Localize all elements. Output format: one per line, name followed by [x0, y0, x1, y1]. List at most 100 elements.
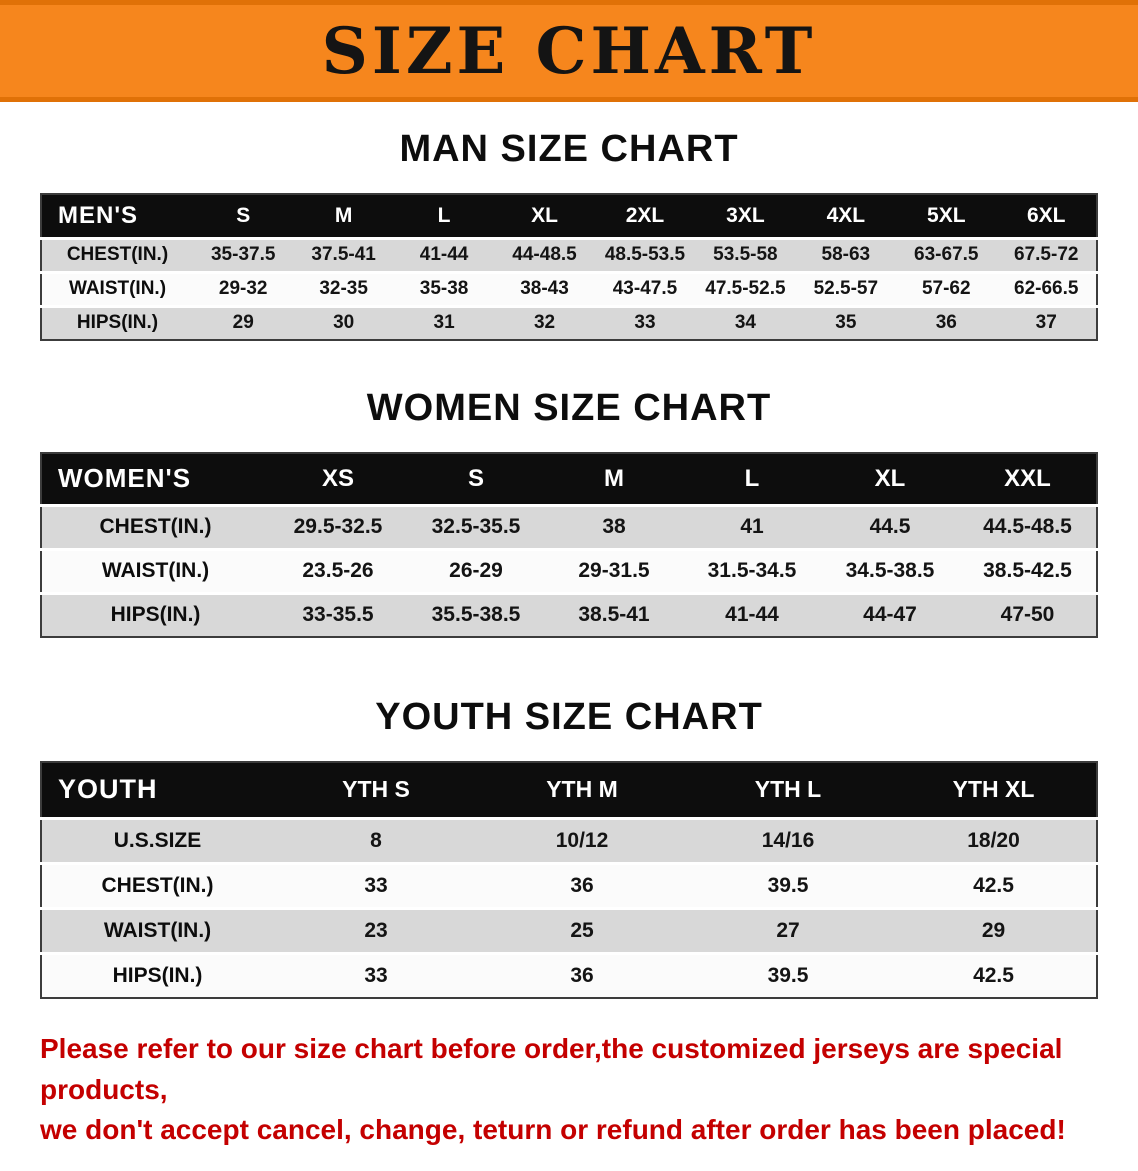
section-youth: YOUTH SIZE CHART YOUTH YTH S YTH M YTH L YTH … [0, 696, 1138, 999]
table-row: HIPS(IN.) 33-35.5 35.5-38.5 38.5-41 41-44 44-… [41, 593, 1097, 637]
data-cell: 26-29 [449, 559, 503, 582]
data-cell: 29-32 [218, 278, 268, 299]
data-cell: 39.5 [767, 963, 809, 987]
data-cell: 35.5-38.5 [431, 603, 521, 627]
footer-note: Please refer to our size chart before or… [40, 1029, 1098, 1151]
row-label: CHEST(IN.) [99, 515, 212, 538]
data-cell: 25 [570, 918, 594, 942]
size-header-cell: YTH L [685, 762, 891, 818]
size-header-cell: 4XL [795, 194, 897, 238]
data-cell: 36 [570, 873, 594, 897]
data-cell: 33 [364, 963, 388, 987]
data-cell: 53.5-58 [713, 244, 778, 265]
data-cell: 36 [935, 312, 957, 334]
data-cell: 23.5-26 [302, 559, 374, 582]
row-label: CHEST(IN.) [66, 244, 169, 265]
data-cell: 62-66.5 [1014, 278, 1079, 299]
size-header-cell: XS [269, 453, 407, 505]
header-row: MEN'S S M L XL 2XL 3XL 4XL 5XL 6XL [41, 194, 1097, 238]
data-cell: 14/16 [761, 828, 815, 852]
size-chart-title: SIZE CHART [321, 13, 817, 89]
row-label: HIPS(IN.) [76, 312, 159, 334]
women-section-heading: WOMEN SIZE CHART [366, 387, 772, 429]
men-size-table: MEN'S S M L XL 2XL 3XL 4XL 5XL 6XL CHEST(IN.) 35-37… [40, 193, 1098, 341]
data-cell: 23 [364, 918, 388, 942]
data-cell: 42.5 [973, 873, 1014, 897]
data-cell: 35 [835, 312, 857, 334]
table-row: U.S.SIZE 8 10/12 14/16 18/20 [41, 818, 1097, 863]
data-cell: 8 [370, 828, 382, 852]
size-header-cell: 6XL [996, 194, 1097, 238]
table-title-cell: WOMEN'S [41, 453, 269, 505]
data-cell: 57-62 [921, 278, 971, 299]
data-cell: 32 [533, 312, 556, 334]
youth-section-heading: YOUTH SIZE CHART [375, 696, 763, 738]
data-cell: 34.5-38.5 [845, 559, 935, 582]
data-cell: 39.5 [767, 873, 809, 897]
data-cell: 41-44 [725, 603, 779, 627]
data-cell: 42.5 [973, 963, 1014, 987]
size-header-cell: YTH M [479, 762, 685, 818]
size-header-cell: L [683, 453, 821, 505]
data-cell: 32-35 [319, 278, 368, 299]
table-row: WAIST(IN.) 29-32 32-35 35-38 38-43 43-47.5 47.… [41, 272, 1097, 306]
row-label: WAIST(IN.) [101, 559, 210, 582]
table-title-cell: MEN'S [41, 194, 193, 238]
data-cell: 33-35.5 [302, 603, 374, 627]
data-cell: 67.5-72 [1014, 244, 1079, 265]
data-cell: 29 [232, 312, 254, 334]
row-label: HIPS(IN.) [110, 603, 201, 627]
men-section-heading: MAN SIZE CHART [399, 128, 739, 170]
data-cell: 37 [1035, 312, 1057, 334]
size-header-cell: XL [821, 453, 959, 505]
size-header-cell: YTH S [273, 762, 479, 818]
data-cell: 44-47 [863, 603, 917, 627]
size-header-cell: YTH XL [891, 762, 1097, 818]
row-label: WAIST(IN.) [68, 278, 167, 299]
size-header-cell: 5XL [896, 194, 997, 238]
data-cell: 29.5-32.5 [293, 515, 383, 538]
data-cell: 18/20 [967, 828, 1020, 852]
data-cell: 44.5-48.5 [983, 515, 1072, 538]
data-cell: 29-31.5 [578, 559, 650, 582]
size-chart-banner: SIZE CHART [0, 0, 1138, 102]
size-header-cell: L [393, 194, 495, 238]
data-cell: 41-44 [419, 244, 469, 265]
data-cell: 58-63 [821, 244, 871, 265]
header-row: WOMEN'S XS S M L XL XXL [41, 453, 1097, 505]
women-size-table: WOMEN'S XS S M L XL XXL CHEST(IN.) 29.5-32.5 32.5… [40, 452, 1098, 638]
size-header-cell: M [293, 194, 394, 238]
size-header-cell: M [545, 453, 683, 505]
data-cell: 47.5-52.5 [705, 278, 786, 299]
row-label: CHEST(IN.) [101, 873, 214, 897]
table-row: HIPS(IN.) 33 36 39.5 42.5 [41, 953, 1097, 998]
size-header-cell: 2XL [594, 194, 696, 238]
data-cell: 10/12 [555, 828, 609, 852]
table-row: CHEST(IN.) 35-37.5 37.5-41 41-44 44-48.5 48.5… [41, 238, 1097, 272]
data-cell: 48.5-53.5 [604, 244, 686, 265]
data-cell: 31 [433, 312, 455, 334]
table-title-cell: YOUTH [41, 762, 273, 818]
data-cell: 63-67.5 [914, 244, 979, 265]
size-header-cell: S [407, 453, 545, 505]
data-cell: 34 [734, 312, 756, 334]
size-header-cell: S [193, 194, 294, 238]
table-row: WAIST(IN.) 23 25 27 29 [41, 908, 1097, 953]
row-label: HIPS(IN.) [112, 963, 203, 987]
data-cell: 29 [981, 918, 1006, 942]
section-women: WOMEN SIZE CHART WOMEN'S XS S M L XL XXL CHEST(I… [0, 387, 1138, 638]
row-label: U.S.SIZE [113, 828, 202, 852]
size-header-cell: XL [494, 194, 595, 238]
youth-size-table: YOUTH YTH S YTH M YTH L YTH XL U.S.SIZE 8 10/12… [40, 761, 1098, 999]
footer-note-line: Please refer to our size chart before or… [40, 1033, 1063, 1105]
table-row: HIPS(IN.) 29 30 31 32 33 34 35 36 37 [41, 306, 1097, 340]
data-cell: 52.5-57 [813, 278, 879, 299]
table-row: WAIST(IN.) 23.5-26 26-29 29-31.5 31.5-34.5 34… [41, 549, 1097, 593]
row-label: WAIST(IN.) [103, 918, 212, 942]
data-cell: 30 [333, 312, 355, 334]
data-cell: 47-50 [1000, 603, 1055, 627]
footer-note-line: we don't accept cancel, change, teturn o… [40, 1114, 1066, 1146]
size-header-cell: 3XL [695, 194, 796, 238]
data-cell: 41 [740, 515, 764, 538]
data-cell: 32.5-35.5 [431, 515, 521, 538]
